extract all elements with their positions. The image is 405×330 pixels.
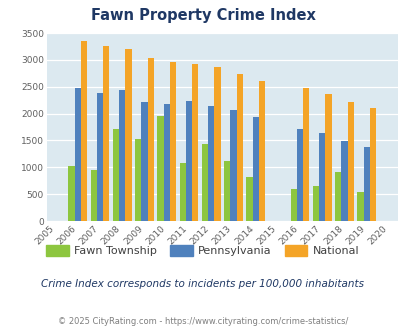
Bar	[363, 147, 369, 221]
Bar	[179, 162, 185, 221]
Bar	[75, 88, 81, 221]
Bar	[185, 101, 192, 221]
Text: Fawn Property Crime Index: Fawn Property Crime Index	[90, 8, 315, 23]
Bar	[369, 108, 375, 221]
Bar	[157, 116, 163, 221]
Bar	[214, 67, 220, 221]
Bar	[147, 58, 153, 221]
Bar	[169, 62, 176, 221]
Bar	[201, 144, 207, 221]
Bar	[347, 102, 353, 221]
Bar	[318, 133, 325, 221]
Bar	[163, 104, 169, 221]
Bar	[303, 88, 309, 221]
Bar	[356, 192, 363, 221]
Bar	[125, 49, 131, 221]
Bar	[296, 129, 303, 221]
Bar	[192, 64, 198, 221]
Bar	[207, 106, 214, 221]
Bar	[119, 90, 125, 221]
Bar	[68, 166, 75, 221]
Legend: Fawn Township, Pennsylvania, National: Fawn Township, Pennsylvania, National	[46, 245, 359, 256]
Bar	[325, 94, 331, 221]
Text: Crime Index corresponds to incidents per 100,000 inhabitants: Crime Index corresponds to incidents per…	[41, 279, 364, 289]
Bar	[90, 170, 97, 221]
Bar	[81, 41, 87, 221]
Bar	[341, 141, 347, 221]
Bar	[141, 102, 147, 221]
Bar	[103, 46, 109, 221]
Bar	[230, 111, 236, 221]
Bar	[290, 189, 296, 221]
Bar	[135, 139, 141, 221]
Bar	[312, 186, 318, 221]
Bar	[335, 172, 341, 221]
Bar	[246, 177, 252, 221]
Bar	[97, 93, 103, 221]
Bar	[258, 82, 264, 221]
Bar	[224, 161, 230, 221]
Bar	[236, 74, 242, 221]
Text: © 2025 CityRating.com - https://www.cityrating.com/crime-statistics/: © 2025 CityRating.com - https://www.city…	[58, 317, 347, 326]
Bar	[113, 129, 119, 221]
Bar	[252, 117, 258, 221]
